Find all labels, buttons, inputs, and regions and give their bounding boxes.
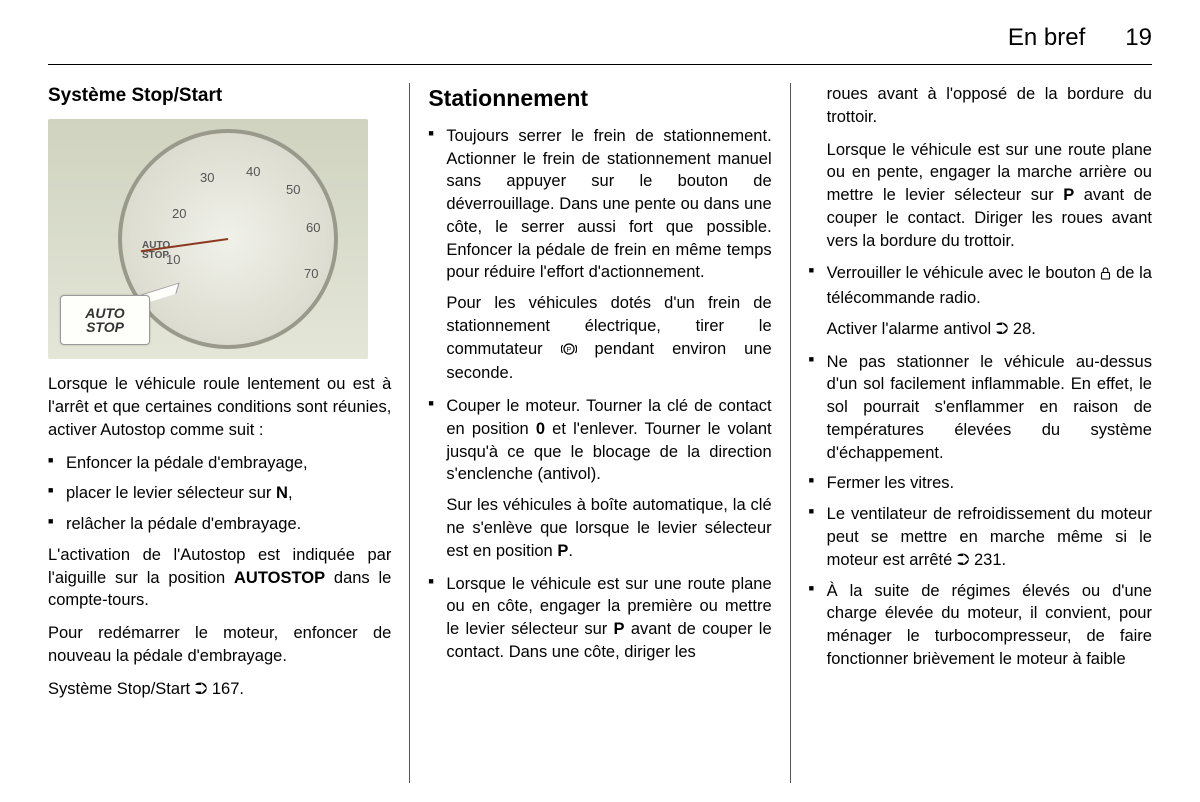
col1-li2: placer le levier sélecteur sur N, xyxy=(48,482,391,505)
col3-cont2-b: P xyxy=(1063,186,1074,204)
col3-li4: Le ventilateur de refroidissement du mot… xyxy=(809,503,1152,571)
parking-brake-icon: P xyxy=(561,340,577,363)
col1-li2-b: N xyxy=(276,484,288,502)
col2-li3-b: P xyxy=(614,620,625,638)
col2-li2-b: 0 xyxy=(536,420,545,438)
col1-li2-a: placer le levier sélecteur sur xyxy=(66,484,276,502)
col3-li1: Verrouiller le véhicule avec le bouton d… xyxy=(809,262,1152,310)
tick-20: 20 xyxy=(172,205,186,223)
callout-line2: STOP xyxy=(86,320,124,335)
col2-li1-sub: Pour les véhicules dotés d'un frein de s… xyxy=(428,292,771,385)
header-page-number: 19 xyxy=(1125,24,1152,52)
tick-60: 60 xyxy=(306,219,320,237)
col2-li2-sub-c: . xyxy=(568,542,573,560)
col3-li5: À la suite de régimes élevés ou d'une ch… xyxy=(809,580,1152,671)
tick-50: 50 xyxy=(286,181,300,199)
col3-li2: Ne pas stationner le véhicule au-dessus … xyxy=(809,351,1152,465)
col2-li2-sub-a: Sur les véhicules à boîte automatique, l… xyxy=(446,496,771,560)
col1-p1: Lorsque le véhicule roule lentement ou e… xyxy=(48,373,391,441)
col3-cont2: Lorsque le véhicule est sur une route pl… xyxy=(809,139,1152,253)
tick-30: 30 xyxy=(200,169,214,187)
col3-li1-sub: Activer l'alarme antivol ⮊ 28. xyxy=(809,318,1152,341)
svg-text:P: P xyxy=(566,347,571,354)
autostop-callout: AUTO STOP xyxy=(60,295,150,345)
col2-list2: Couper le moteur. Tourner la clé de cont… xyxy=(428,395,771,486)
tick-70: 70 xyxy=(304,265,318,283)
col2-li3: Lorsque le véhicule est sur une route pl… xyxy=(428,573,771,664)
col3-cont: roues avant à l'opposé de la bordure du … xyxy=(809,83,1152,129)
column-2: Stationnement Toujours serrer le frein d… xyxy=(410,83,790,783)
col2-li2-sub: Sur les véhicules à boîte automatique, l… xyxy=(428,494,771,562)
stop-start-heading: Système Stop/Start xyxy=(48,83,391,109)
column-1: Système Stop/Start 10 20 30 40 50 60 70 … xyxy=(48,83,410,783)
col2-list3: Lorsque le véhicule est sur une route pl… xyxy=(428,573,771,664)
col1-p2-b: AUTOSTOP xyxy=(234,569,325,587)
col3-list2: Ne pas stationner le véhicule au-dessus … xyxy=(809,351,1152,671)
page-header: En bref 19 xyxy=(48,24,1152,65)
col1-li3: relâcher la pédale d'embrayage. xyxy=(48,513,391,536)
lock-icon xyxy=(1100,264,1111,287)
col1-p4: Système Stop/Start ⮊ 167. xyxy=(48,678,391,701)
col3-li1-a: Verrouiller le véhicule avec le bouton xyxy=(827,264,1101,282)
header-section: En bref xyxy=(1008,24,1085,52)
tick-40: 40 xyxy=(246,163,260,181)
stationnement-heading: Stationnement xyxy=(428,83,771,115)
autostop-small-2: STOP xyxy=(142,250,169,261)
col3-list: Verrouiller le véhicule avec le bouton d… xyxy=(809,262,1152,310)
callout-line1: AUTO xyxy=(85,306,124,321)
col2-li1: Toujours serrer le frein de stationnemen… xyxy=(428,125,771,284)
col2-li2: Couper le moteur. Tourner la clé de cont… xyxy=(428,395,771,486)
tachometer-image: 10 20 30 40 50 60 70 AUTO STOP AUTO STOP xyxy=(48,119,368,359)
col1-p2: L'activation de l'Autostop est indiquée … xyxy=(48,544,391,612)
col1-p3: Pour redémarrer le moteur, enfoncer de n… xyxy=(48,622,391,668)
col2-li2-sub-b: P xyxy=(557,542,568,560)
content-columns: Système Stop/Start 10 20 30 40 50 60 70 … xyxy=(48,83,1152,783)
col1-li1: Enfoncer la pédale d'embrayage, xyxy=(48,452,391,475)
col1-li2-c: , xyxy=(288,484,293,502)
col2-list: Toujours serrer le frein de stationnemen… xyxy=(428,125,771,284)
column-3: roues avant à l'opposé de la bordure du … xyxy=(791,83,1152,783)
col3-li3: Fermer les vitres. xyxy=(809,472,1152,495)
col1-list: Enfoncer la pédale d'embrayage, placer l… xyxy=(48,452,391,536)
